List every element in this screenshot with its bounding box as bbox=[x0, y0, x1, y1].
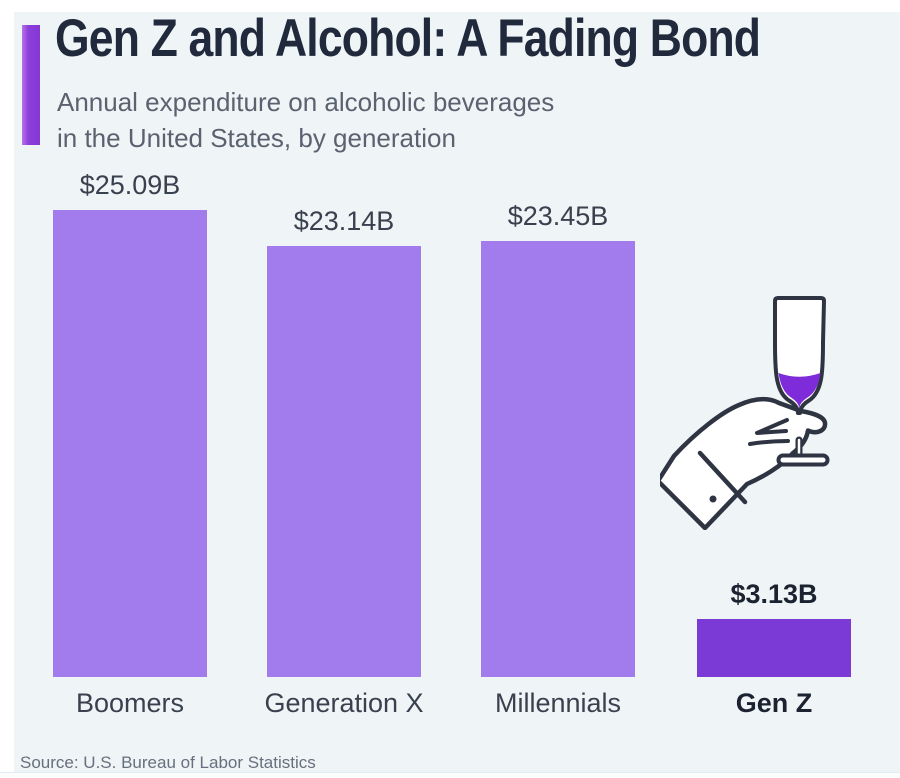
bar-boomers bbox=[53, 210, 207, 677]
bar-millennials bbox=[481, 241, 635, 677]
subtitle-line-1: Annual expenditure on alcoholic beverage… bbox=[57, 87, 555, 117]
left-white-edge bbox=[0, 0, 14, 777]
hand-glass-svg bbox=[655, 296, 830, 531]
category-label: Boomers bbox=[75, 688, 185, 718]
bar-generation-x bbox=[267, 246, 421, 677]
top-white-edge bbox=[0, 0, 900, 12]
value-label: $23.45B bbox=[507, 201, 609, 231]
page-title: Gen Z and Alcohol: A Fading Bond bbox=[55, 9, 761, 68]
source-attribution: Source: U.S. Bureau of Labor Statistics bbox=[20, 753, 316, 772]
bar-group-millennials: $23.45B Millennials bbox=[481, 0, 635, 777]
value-label: $25.09B bbox=[79, 170, 181, 200]
value-label: $23.14B bbox=[293, 206, 395, 236]
bar-group-gen-z: $3.13B Gen Z bbox=[697, 0, 851, 777]
value-label: $3.13B bbox=[730, 579, 818, 609]
hand-holding-glass-icon bbox=[655, 280, 900, 531]
category-label: Millennials bbox=[494, 688, 622, 718]
bar-group-boomers: $25.09B Boomers bbox=[53, 0, 207, 777]
category-label: Gen Z bbox=[735, 688, 813, 718]
category-label: Generation X bbox=[264, 688, 424, 718]
bottom-white-edge bbox=[0, 772, 900, 778]
title-accent-bar bbox=[22, 25, 40, 145]
chart-subtitle: Annual expenditure on alcoholic beverage… bbox=[57, 84, 757, 156]
bar-group-generation-x: $23.14B Generation X bbox=[264, 0, 423, 777]
subtitle-line-2: in the United States, by generation bbox=[57, 123, 456, 153]
bar-gen-z bbox=[697, 619, 851, 677]
